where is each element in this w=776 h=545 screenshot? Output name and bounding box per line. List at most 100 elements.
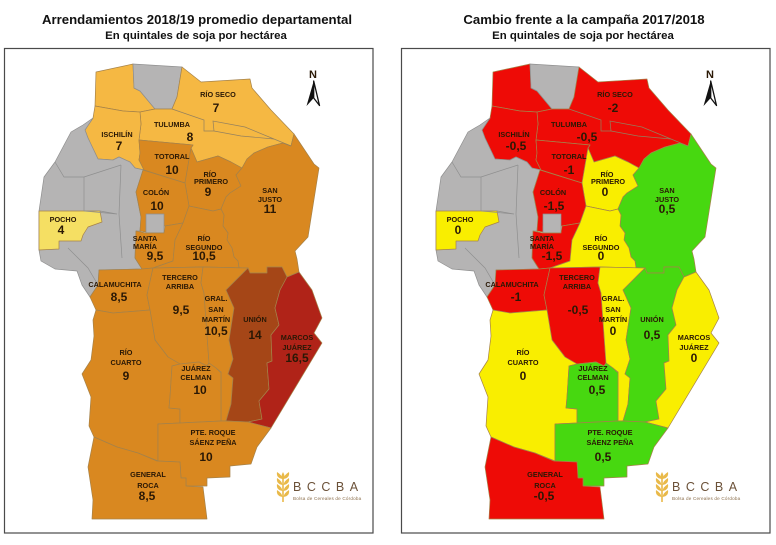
svg-text:10: 10 — [165, 163, 179, 177]
svg-text:CALAMUCHITA: CALAMUCHITA — [485, 280, 539, 289]
svg-text:Bolsa de Cereales de Córdoba: Bolsa de Cereales de Córdoba — [293, 496, 362, 501]
svg-text:ARRIBA: ARRIBA — [563, 282, 592, 291]
svg-text:-1,5: -1,5 — [544, 199, 565, 213]
svg-text:RÍO: RÍO — [517, 348, 530, 357]
svg-text:MARÍA: MARÍA — [133, 242, 158, 251]
svg-text:COLÓN: COLÓN — [540, 188, 566, 197]
svg-text:10,5: 10,5 — [204, 324, 228, 338]
svg-text:RÍO: RÍO — [601, 170, 614, 179]
svg-text:GENERAL: GENERAL — [527, 470, 563, 479]
svg-text:-2: -2 — [608, 101, 619, 115]
svg-text:MARÍA: MARÍA — [530, 242, 555, 251]
svg-text:11: 11 — [264, 202, 277, 216]
svg-text:RÍO: RÍO — [120, 348, 133, 357]
svg-text:RÍO SECO: RÍO SECO — [597, 90, 633, 99]
svg-text:SAN: SAN — [208, 305, 223, 314]
svg-text:JUÁREZ: JUÁREZ — [181, 364, 211, 373]
svg-text:CELMAN: CELMAN — [180, 373, 211, 382]
svg-text:RÍO: RÍO — [595, 234, 608, 243]
svg-text:JUÁREZ: JUÁREZ — [282, 343, 312, 352]
svg-text:Bolsa de Cereales de Córdoba: Bolsa de Cereales de Córdoba — [672, 496, 741, 501]
svg-text:0: 0 — [520, 369, 527, 383]
svg-text:0,5: 0,5 — [589, 383, 606, 397]
svg-text:ISCHILÍN: ISCHILÍN — [498, 130, 529, 139]
svg-text:-0,5: -0,5 — [506, 139, 527, 153]
svg-text:9,5: 9,5 — [173, 303, 190, 317]
svg-text:CALAMUCHITA: CALAMUCHITA — [88, 280, 142, 289]
svg-text:PTE. ROQUE: PTE. ROQUE — [190, 428, 235, 437]
svg-text:-0,5: -0,5 — [577, 130, 598, 144]
svg-text:SANTA: SANTA — [530, 234, 555, 243]
svg-text:POCHO: POCHO — [50, 215, 77, 224]
svg-text:8: 8 — [187, 130, 194, 144]
svg-text:JUÁREZ: JUÁREZ — [679, 343, 709, 352]
svg-text:9,5: 9,5 — [147, 249, 164, 263]
svg-text:9: 9 — [205, 185, 212, 199]
svg-text:COLÓN: COLÓN — [143, 188, 169, 197]
svg-text:N: N — [309, 69, 317, 81]
svg-text:SAN: SAN — [659, 186, 674, 195]
svg-text:RÍO SECO: RÍO SECO — [200, 90, 236, 99]
svg-text:UNIÓN: UNIÓN — [640, 315, 664, 324]
svg-text:7: 7 — [116, 139, 123, 153]
svg-text:SANTA: SANTA — [133, 234, 158, 243]
svg-text:TERCERO: TERCERO — [162, 273, 198, 282]
svg-text:10: 10 — [199, 450, 213, 464]
svg-text:10,5: 10,5 — [192, 249, 216, 263]
svg-text:SEGUNDO: SEGUNDO — [583, 243, 620, 252]
svg-text:ROCA: ROCA — [534, 481, 556, 490]
svg-text:MARTÍN: MARTÍN — [599, 315, 627, 324]
svg-text:POCHO: POCHO — [447, 215, 474, 224]
svg-text:14: 14 — [248, 328, 262, 342]
svg-text:10: 10 — [193, 383, 207, 397]
svg-text:BCCBA: BCCBA — [672, 480, 743, 494]
svg-text:ARRIBA: ARRIBA — [166, 282, 195, 291]
svg-text:TERCERO: TERCERO — [559, 273, 595, 282]
svg-text:16,5: 16,5 — [285, 351, 309, 365]
svg-text:TOTORAL: TOTORAL — [552, 152, 588, 161]
svg-text:RÍO: RÍO — [204, 170, 217, 179]
svg-text:SÁENZ PEÑA: SÁENZ PEÑA — [189, 438, 237, 447]
svg-text:0,5: 0,5 — [644, 328, 661, 342]
svg-text:BCCBA: BCCBA — [293, 480, 364, 494]
svg-text:0: 0 — [610, 324, 617, 338]
svg-text:TOTORAL: TOTORAL — [155, 152, 191, 161]
svg-text:0: 0 — [602, 185, 609, 199]
svg-text:4: 4 — [58, 223, 65, 237]
svg-text:RÍO: RÍO — [198, 234, 211, 243]
svg-text:GRAL.: GRAL. — [602, 294, 625, 303]
svg-text:0,5: 0,5 — [595, 450, 612, 464]
svg-text:PTE. ROQUE: PTE. ROQUE — [587, 428, 632, 437]
svg-text:GRAL.: GRAL. — [205, 294, 228, 303]
svg-text:-1: -1 — [511, 290, 522, 304]
svg-text:PRIMERO: PRIMERO — [194, 177, 228, 186]
svg-text:8,5: 8,5 — [139, 489, 156, 503]
svg-text:9: 9 — [123, 369, 130, 383]
svg-text:JUÁREZ: JUÁREZ — [578, 364, 608, 373]
svg-text:-1,5: -1,5 — [542, 249, 563, 263]
svg-text:PRIMERO: PRIMERO — [591, 177, 625, 186]
svg-text:TULUMBA: TULUMBA — [551, 120, 588, 129]
svg-text:-0,5: -0,5 — [534, 489, 555, 503]
svg-text:0: 0 — [598, 249, 605, 263]
svg-text:0,5: 0,5 — [659, 202, 676, 216]
svg-text:ROCA: ROCA — [137, 481, 159, 490]
svg-text:CUARTO: CUARTO — [507, 358, 538, 367]
svg-text:-0,5: -0,5 — [568, 303, 589, 317]
svg-text:JUSTO: JUSTO — [258, 195, 283, 204]
svg-text:ISCHILÍN: ISCHILÍN — [101, 130, 132, 139]
svg-text:CUARTO: CUARTO — [110, 358, 141, 367]
svg-text:MARTÍN: MARTÍN — [202, 315, 230, 324]
svg-text:N: N — [706, 69, 714, 81]
svg-text:GENERAL: GENERAL — [130, 470, 166, 479]
svg-text:UNIÓN: UNIÓN — [243, 315, 267, 324]
svg-text:-1: -1 — [564, 163, 575, 177]
svg-text:8,5: 8,5 — [111, 290, 128, 304]
svg-text:7: 7 — [213, 101, 220, 115]
svg-text:MARCOS: MARCOS — [678, 333, 711, 342]
svg-text:SAN: SAN — [605, 305, 620, 314]
svg-text:MARCOS: MARCOS — [281, 333, 314, 342]
svg-text:0: 0 — [455, 223, 462, 237]
svg-text:JUSTO: JUSTO — [655, 195, 680, 204]
svg-text:10: 10 — [150, 199, 164, 213]
